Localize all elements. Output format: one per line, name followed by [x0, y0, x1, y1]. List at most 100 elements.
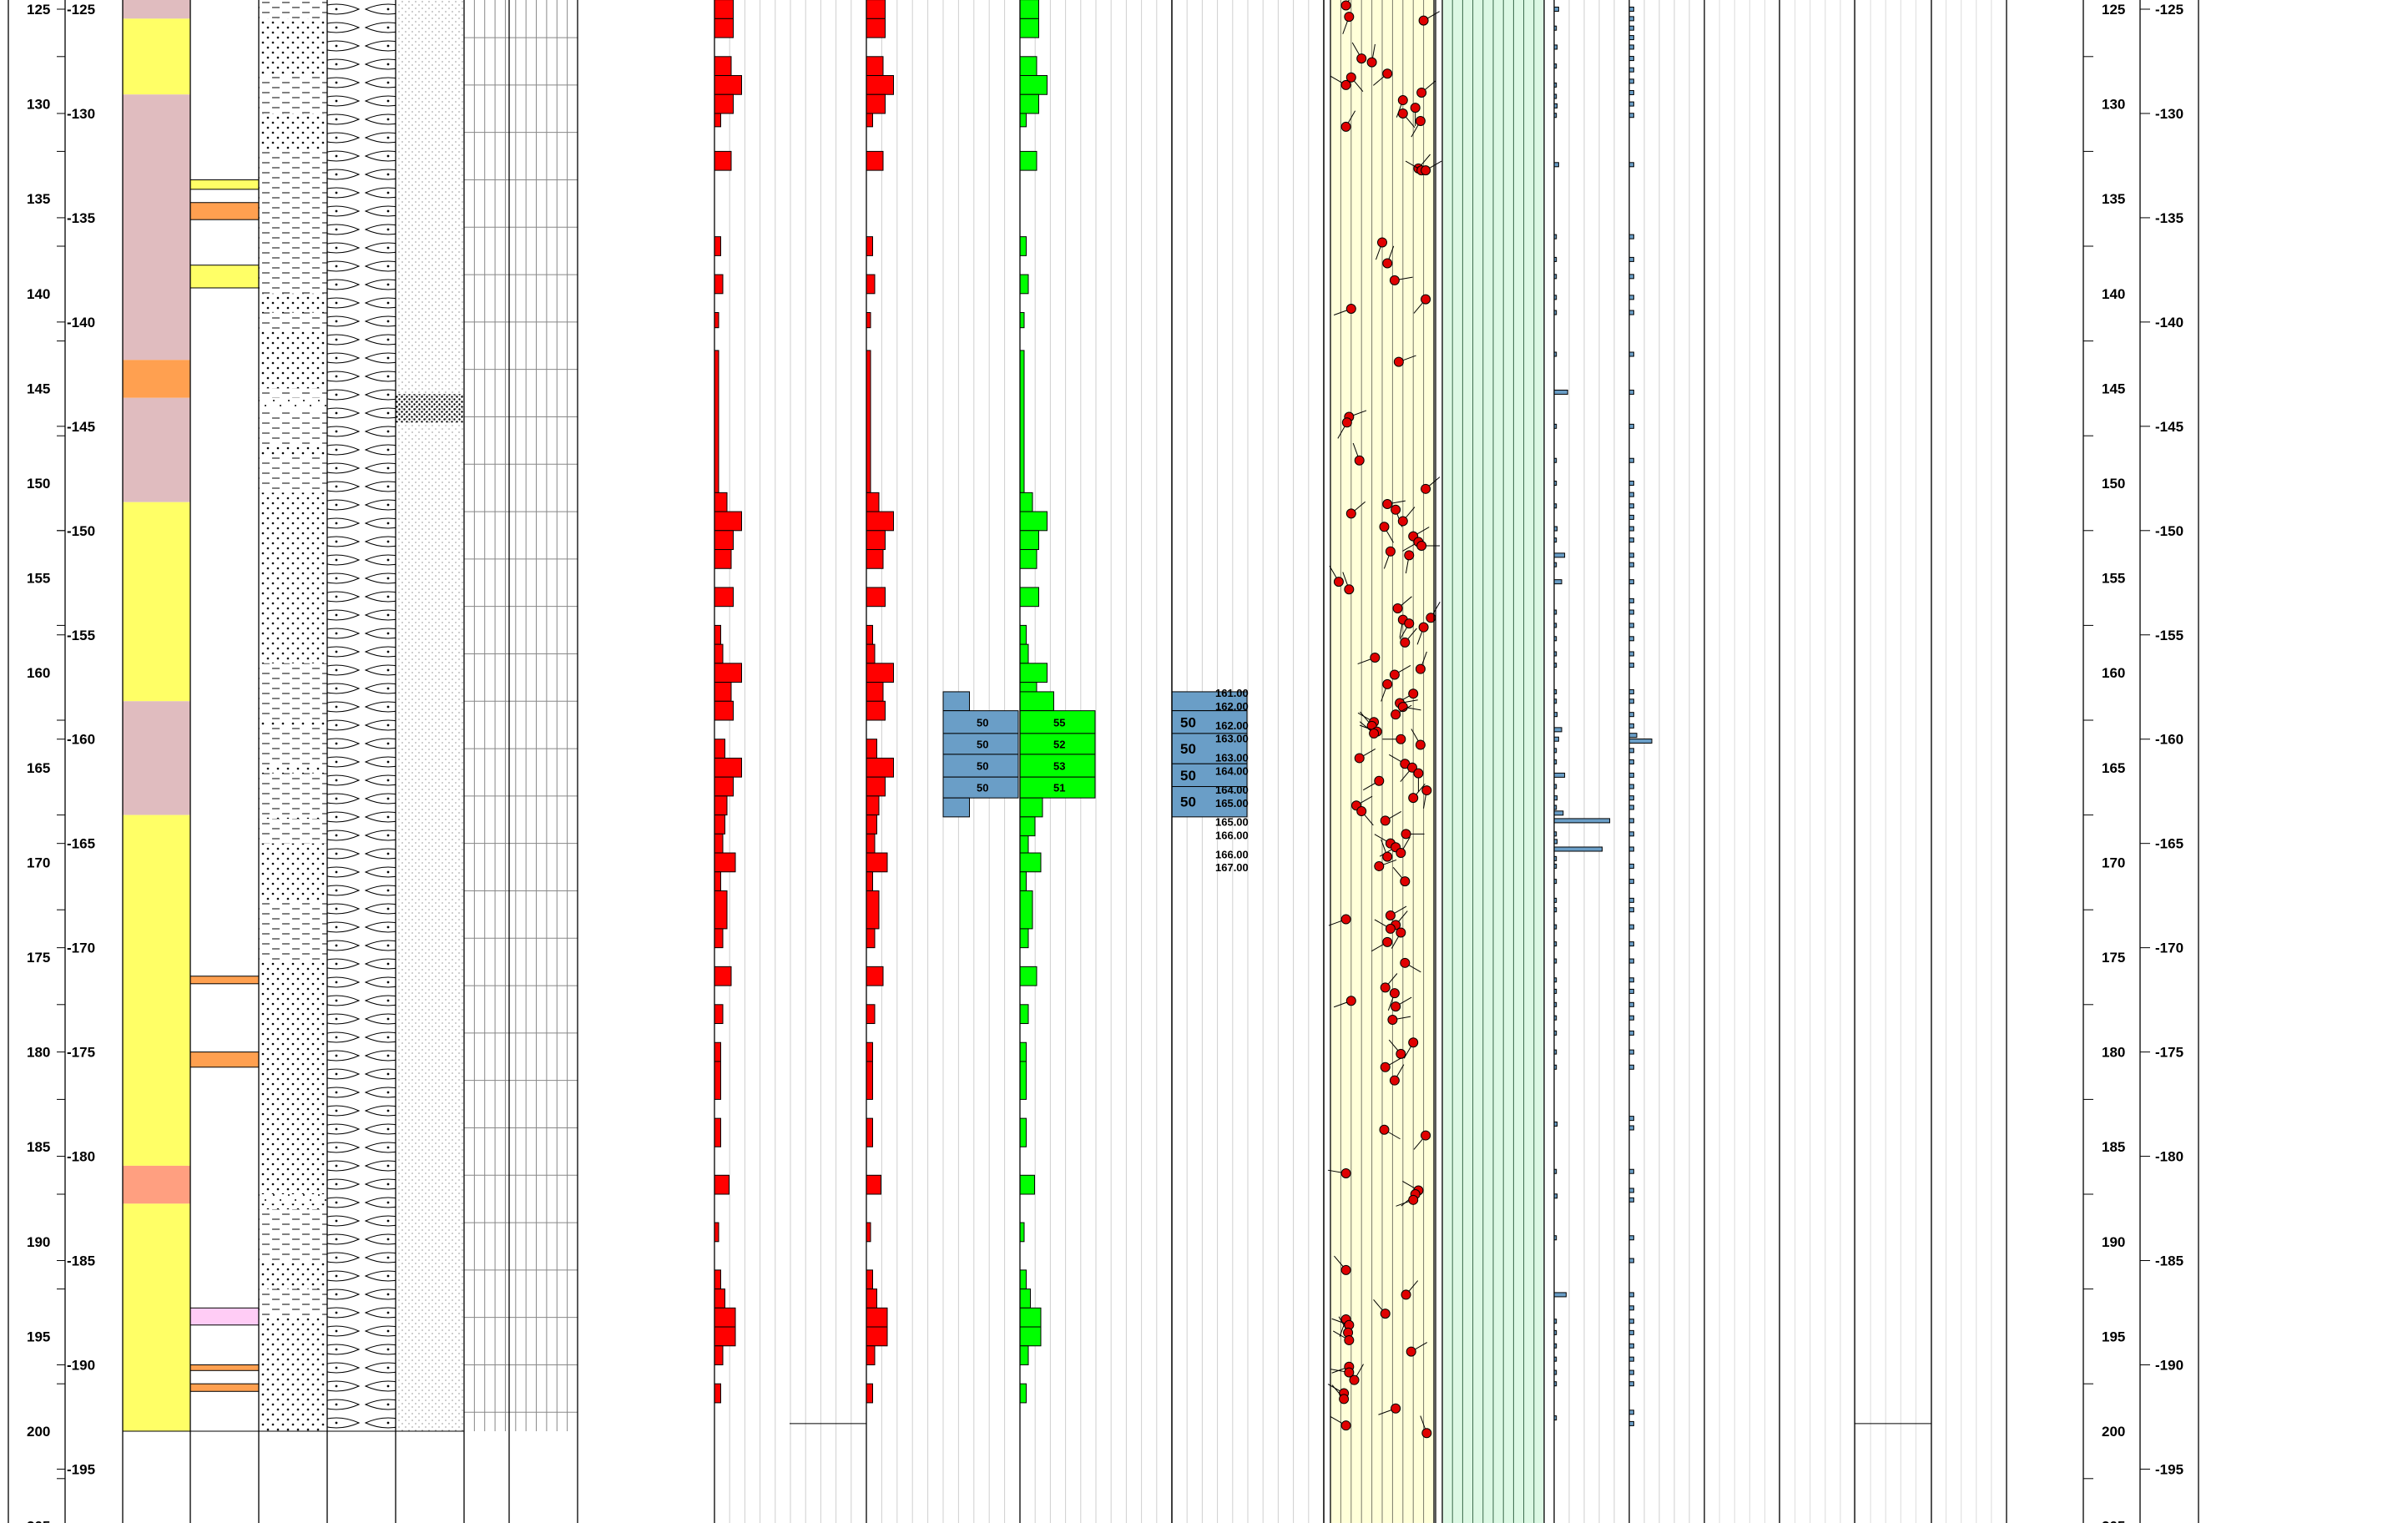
blocky-bar [866, 236, 873, 256]
blocky-bar [714, 56, 732, 77]
blocky-bar [714, 795, 728, 816]
blocky-bar [866, 1326, 888, 1347]
histogram-2-bar [1628, 738, 1653, 744]
core-blue-bar [942, 691, 970, 712]
tadpole-head [1344, 12, 1355, 23]
histogram-1-bar [1553, 736, 1559, 742]
tadpole-head [1396, 734, 1406, 744]
histogram-2-bar [1628, 1258, 1634, 1263]
histogram-2-bar [1628, 748, 1634, 754]
dash-interval [259, 663, 327, 720]
histogram-2-bar [1628, 609, 1634, 615]
blocky-bar [1019, 663, 1048, 683]
blocky-bar [714, 18, 734, 38]
blocky-bar [714, 93, 734, 114]
sample-label: 50 [1180, 714, 1196, 730]
blocky-bar [1019, 1345, 1029, 1365]
histogram-1-bar [1553, 1292, 1567, 1298]
tadpole-head [1421, 483, 1431, 494]
dash-interval [259, 0, 327, 19]
histogram-2-bar [1628, 795, 1634, 801]
core-green-bar [1019, 710, 1096, 734]
md-tick-label: 195 [27, 1329, 50, 1344]
data-marks: 505050505552535150505050161.00162.00162.… [714, 0, 1653, 1439]
histogram-2-bar [1628, 941, 1634, 947]
blocky-bar [714, 274, 724, 295]
md-tick-label: 170 [27, 855, 50, 870]
md-tick-label: 190 [27, 1234, 50, 1250]
histogram-2-bar [1628, 389, 1634, 395]
tvd-tick-label: -155 [67, 628, 95, 643]
tadpole-head [1410, 103, 1421, 113]
tvd-right-tick-label: -185 [2155, 1253, 2183, 1269]
blocky-bar [714, 928, 724, 949]
md-tick-label: 185 [27, 1139, 50, 1155]
tadpole-head [1345, 303, 1356, 314]
sparse-dot-interval [259, 397, 327, 411]
lithology-interval [123, 360, 190, 398]
blocky-bar [866, 966, 884, 986]
blocky-bar [714, 643, 724, 664]
blocky-bar [866, 1004, 876, 1025]
md-tick-label: 130 [27, 97, 50, 113]
dash-interval [259, 75, 327, 113]
core-blue-bar [942, 710, 1019, 734]
blocky-bar [714, 236, 721, 256]
histogram-2-bar [1628, 56, 1634, 62]
tvd-tick-label: -160 [67, 732, 95, 748]
blocky-bar [1019, 1288, 1031, 1309]
histogram-2-bar [1628, 514, 1634, 520]
tadpole-head [1391, 1001, 1401, 1012]
blocky-bar [1019, 871, 1027, 891]
blocky-bar [1019, 966, 1037, 986]
tadpole-head [1354, 753, 1365, 764]
histogram-2-bar [1628, 1015, 1634, 1021]
md-tick-label: 165 [27, 760, 50, 776]
tadpole-head [1356, 806, 1367, 817]
tadpole-head [1416, 87, 1427, 98]
tadpole-head [1397, 108, 1408, 119]
histogram-2-bar [1628, 423, 1634, 429]
sample-depth-label: 166.00 [1215, 848, 1249, 860]
histogram-2-bar [1628, 1420, 1634, 1426]
blocky-bar [714, 1269, 721, 1290]
tadpole-head [1354, 455, 1365, 466]
histogram-2-bar [1628, 698, 1634, 704]
lithology-interval [123, 502, 190, 702]
md-tick-label: 180 [27, 1045, 50, 1061]
histogram-2-bar [1628, 1116, 1634, 1122]
blocky-bar [866, 350, 871, 493]
lithology-interval [123, 0, 190, 19]
core-blue-bar [942, 733, 1019, 755]
dense-dot-interval [396, 394, 464, 423]
blocky-bar [866, 1307, 888, 1328]
histogram-2-bar [1628, 1319, 1634, 1324]
blocky-bar [866, 682, 884, 702]
histogram-1-bar [1553, 772, 1566, 778]
blocky-bar [1019, 928, 1029, 949]
thin-bed [189, 976, 260, 985]
blocky-bar [866, 871, 873, 891]
tadpole-head [1406, 1346, 1416, 1357]
blocky-bar [714, 549, 732, 569]
tvd-tick-label: -165 [67, 836, 95, 852]
dash-interval [259, 900, 327, 961]
sample-label: 50 [1180, 768, 1196, 784]
blocky-bar [714, 1383, 721, 1404]
histogram-2-bar [1628, 1343, 1634, 1349]
blocky-bar [866, 814, 877, 835]
histogram-2-bar [1628, 457, 1634, 463]
blocky-bar [866, 1222, 871, 1243]
md-right-tick-label: 190 [2102, 1234, 2125, 1250]
histogram-2-bar [1628, 733, 1638, 739]
blocky-bar [866, 274, 876, 295]
md-tick-label: 200 [27, 1424, 50, 1440]
tadpole-head [1382, 936, 1393, 947]
histogram-2-bar [1628, 579, 1634, 585]
histogram-2-bar [1628, 295, 1634, 300]
blocky-bar [714, 1061, 721, 1100]
blocky-bar [714, 966, 732, 986]
blocky-bar [1019, 890, 1033, 930]
md-tick-label: 205 [27, 1519, 50, 1523]
tadpole-head [1340, 121, 1351, 132]
